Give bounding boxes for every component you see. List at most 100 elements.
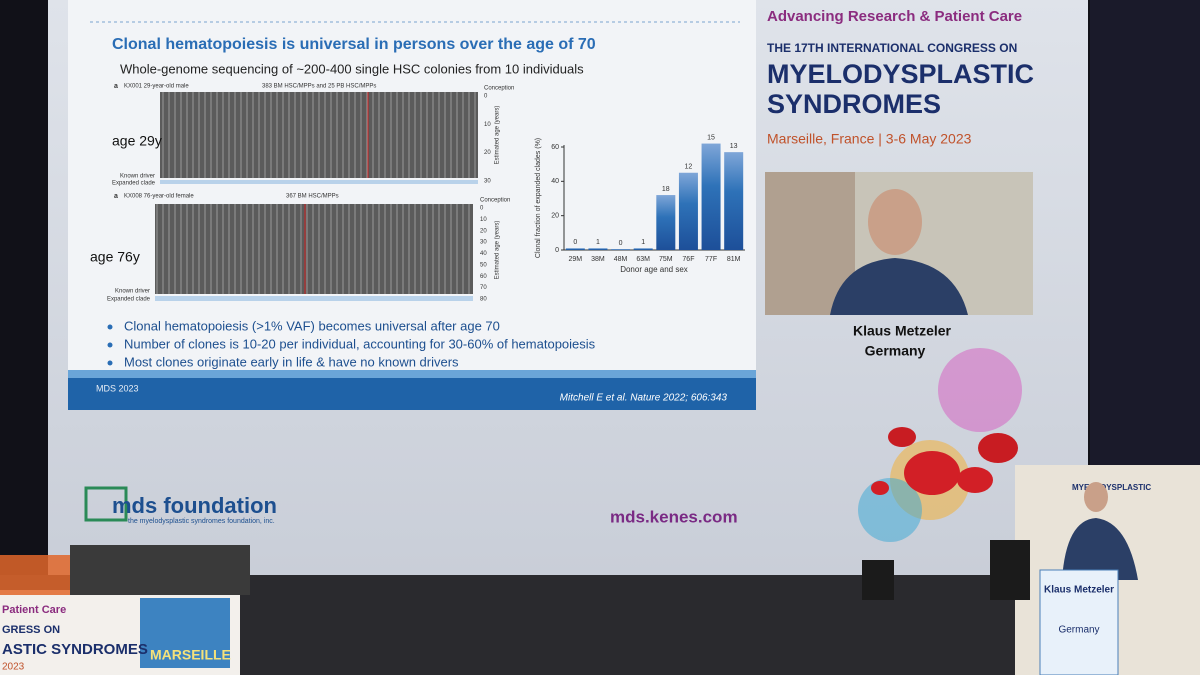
age-label: age 76y [90, 249, 140, 265]
speaker-head [868, 189, 922, 255]
phylo-tree [160, 92, 478, 178]
blood-cell [871, 481, 889, 495]
blood-cell [978, 433, 1018, 463]
slide-footer-band [68, 378, 756, 410]
x-tick-label: 29M [569, 256, 583, 263]
tree-tick-label: 0 [484, 94, 488, 100]
banner-text: GRESS ON [2, 624, 60, 636]
tree-conception: Conception [484, 86, 514, 92]
blood-cell [904, 451, 960, 495]
bar [724, 152, 744, 250]
blood-cell [888, 427, 916, 447]
presenter-head [1084, 482, 1108, 512]
tree-legend: Expanded clade [112, 181, 156, 187]
url: mds.kenes.com [610, 507, 738, 526]
chart-y-label: Clonal fraction of expanded clades (%) [535, 138, 542, 258]
dot-deco [938, 348, 1022, 432]
tree-tick-label: 30 [480, 240, 487, 246]
clone-count: 15 [707, 134, 715, 141]
tree-tick-label: 60 [480, 274, 487, 280]
slide-subtitle: Whole-genome sequencing of ~200-400 sing… [120, 61, 584, 76]
logo-sub: the myelodysplastic syndromes foundation… [128, 518, 275, 525]
x-tick-label: 38M [591, 256, 605, 263]
congress-tagline: Advancing Research & Patient Care [767, 8, 1022, 25]
bullet-text: Most clones originate early in life & ha… [124, 354, 459, 369]
y-tick-label: 20 [551, 213, 559, 220]
tree-cells: 383 BM HSC/MPPs and 25 PB HSC/MPPs [262, 84, 376, 90]
logo-text: mds foundation [112, 493, 277, 518]
clone-count: 13 [730, 143, 738, 150]
tree-tick-label: 30 [484, 179, 491, 185]
tree-tick-label: 20 [484, 150, 491, 156]
chart: 0 20 40 60 0 29M 1 38M 0 48M 1 63M 18 75M 12 76F 15 77F 13… [551, 134, 744, 263]
tree-cells: 367 BM HSC/MPPs [286, 194, 339, 200]
slide-citation: Mitchell E et al. Nature 2022; 606:343 [560, 393, 728, 404]
chart-x-label: Donor age and sex [620, 265, 688, 274]
x-tick-label: 63M [636, 256, 650, 263]
x-tick-label: 77F [705, 256, 717, 263]
clade-strip [160, 180, 478, 184]
y-tick-label: 40 [551, 178, 559, 185]
podium [1039, 569, 1119, 675]
tree-tick-label: 40 [480, 251, 487, 257]
tree-tick-label: 0 [480, 206, 484, 212]
bar [565, 248, 585, 250]
bar [678, 172, 698, 250]
bullet-text: Number of clones is 10-20 per individual… [124, 336, 596, 351]
speaker-country: Germany [865, 343, 926, 359]
congress-place: Marseille, France | 3-6 May 2023 [767, 131, 972, 147]
panel-label: a [114, 83, 118, 90]
y-tick-label: 60 [551, 144, 559, 151]
wall [1090, 0, 1200, 470]
tree-axis-label: Estimated age (years) [495, 221, 501, 280]
clone-count: 12 [685, 164, 693, 171]
bullet-text: Clonal hematopoiesis (>1% VAF) becomes u… [124, 318, 500, 333]
podium-name: Klaus Metzeler [1044, 585, 1114, 596]
bar [633, 248, 653, 250]
congress-name: MYELODYSPLASTIC [767, 59, 1034, 89]
bar [656, 195, 676, 250]
logo-mark [84, 486, 128, 522]
x-tick-label: 81M [727, 256, 741, 263]
clone-count: 0 [573, 239, 577, 246]
presenter [1062, 518, 1138, 580]
tree-conception: Conception [480, 198, 510, 204]
y-tick-label: 0 [555, 247, 559, 254]
age-label: age 29y [112, 133, 162, 149]
tree-axis-label: Estimated age (years) [495, 106, 501, 165]
bullet-dot [107, 342, 113, 348]
bar [611, 249, 631, 250]
tree-tick-label: 10 [484, 122, 491, 128]
clone-count: 1 [596, 239, 600, 246]
banner-text: ASTIC SYNDROMES [2, 641, 148, 658]
tree-tick-label: 70 [480, 285, 487, 291]
banner-text: 2023 [2, 662, 25, 673]
tree-tick-label: 80 [480, 297, 487, 303]
panelists [70, 545, 250, 595]
speaker-name: Klaus Metzeler [853, 323, 952, 339]
slide-footer-left: MDS 2023 [96, 383, 139, 393]
bullet-dot [107, 360, 113, 366]
tree-tick-label: 10 [480, 217, 487, 223]
blood-cell [957, 467, 993, 493]
banner-text: Patient Care [2, 604, 66, 616]
congress-line: THE 17TH INTERNATIONAL CONGRESS ON [767, 41, 1017, 55]
speaker-body [830, 258, 968, 315]
phylo-tree [155, 204, 473, 294]
clone-count: 0 [619, 240, 623, 247]
dot-deco [858, 478, 922, 542]
camera [862, 560, 894, 600]
banner-city: MARSEILLE [150, 647, 231, 663]
stage-screen-text: MYELODYSPLASTIC [1072, 483, 1151, 492]
bullet-dot [107, 324, 113, 330]
slide-footer-stripe [68, 370, 756, 378]
clone-count: 18 [662, 186, 670, 193]
slide-title: Clonal hematopoiesis is universal in per… [112, 36, 596, 53]
x-tick-label: 48M [614, 256, 628, 263]
bar [588, 248, 608, 250]
tree-donor: KX008 76-year-old female [124, 194, 194, 200]
panel-label: a [114, 193, 118, 200]
tree-tick-label: 20 [480, 228, 487, 234]
banner-image [140, 598, 230, 668]
bullet-list: Clonal hematopoiesis (>1% VAF) becomes u… [107, 318, 596, 369]
